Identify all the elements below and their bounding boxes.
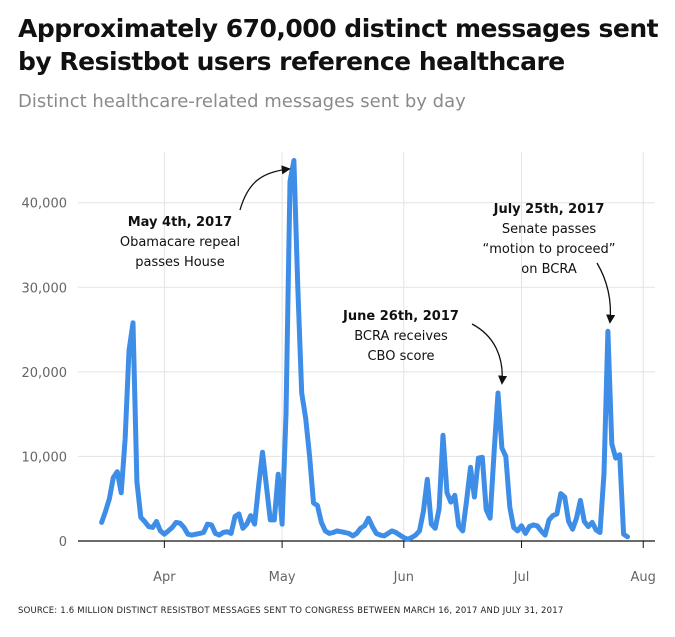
x-tick-label: Jun [393,570,414,585]
annotation-may4: May 4th, 2017 Obamacare repeal passes Hous… [120,165,291,270]
x-tick-label: Jul [513,570,530,585]
annotation-text: on BCRA [521,262,577,277]
annotation-title: June 26th, 2017 [342,309,459,324]
x-tick-label: May [269,570,296,585]
chart-title: Approximately 670,000 distinct messages … [18,14,659,76]
jun26-arrow [471,323,508,385]
line-chart: 0 10,000 20,000 30,000 40,000 Apr May Jun Jul Aug… [22,152,656,585]
jul25-arrow [596,262,616,324]
annotation-text: “motion to proceed” [483,242,616,257]
annotation-text: Senate passes [502,222,596,237]
annotation-text: Obamacare repeal [120,235,240,250]
x-tick-label: Aug [631,570,656,585]
y-tick-label: 30,000 [22,281,68,296]
x-tick-label: Apr [153,570,176,585]
axes: 0 10,000 20,000 30,000 40,000 Apr May Jun Jul Aug [22,197,656,585]
may4-arrow [239,165,291,211]
annotation-text: BCRA receives [354,329,448,344]
annotation-text: passes House [135,255,224,270]
series-layer [99,158,630,542]
annotation-jun26: June 26th, 2017 BCRA receives CBO score [342,309,508,385]
source-note: SOURCE: 1.6 MILLION DISTINCT RESISTBOT M… [18,606,564,616]
annotation-title: May 4th, 2017 [128,215,232,230]
annotation-jul25: July 25th, 2017 Senate passes “motion to p… [483,202,616,324]
chart-subtitle: Distinct healthcare-related messages sen… [18,91,466,112]
y-tick-label: 0 [59,535,67,550]
annotations: May 4th, 2017 Obamacare repeal passes Hous… [120,165,616,385]
y-tick-label: 20,000 [22,366,68,381]
y-tick-label: 10,000 [22,450,68,465]
y-tick-label: 40,000 [22,197,68,212]
annotation-title: July 25th, 2017 [493,202,605,217]
annotation-text: CBO score [367,349,434,364]
series-line [99,158,630,542]
